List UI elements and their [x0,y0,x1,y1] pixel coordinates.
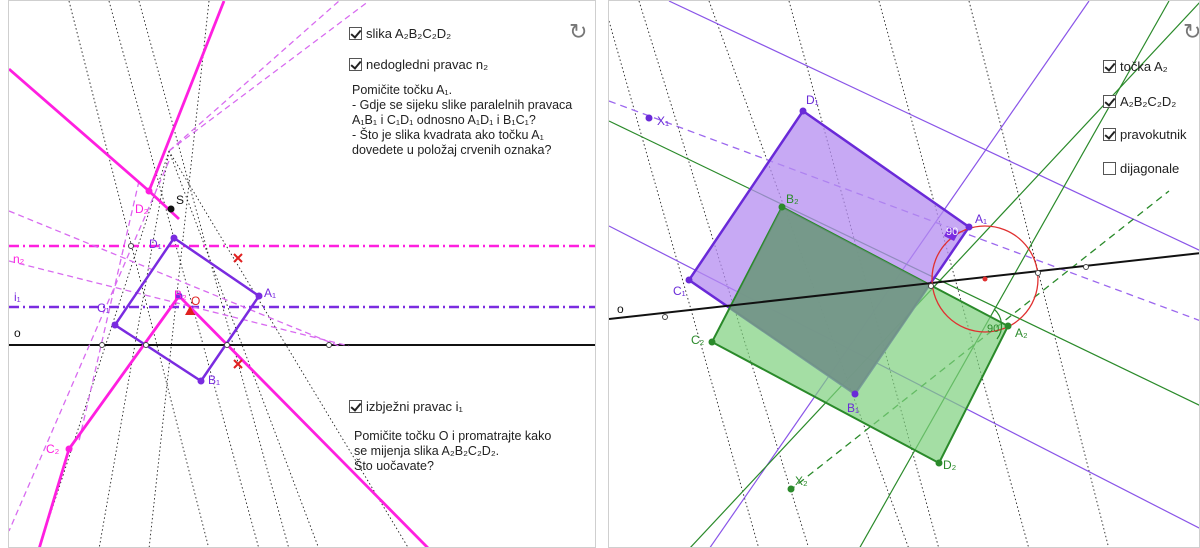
instruction-text-2: Pomičite točku O i promatrajte kako se m… [354,429,551,474]
angle-label-1: 90 [946,226,958,238]
label-x1: X₁ [657,114,669,128]
checkbox-image-row[interactable]: slika A₂B₂C₂D₂ [349,26,451,41]
label-s: S [176,193,184,207]
label-d2: D₂ [943,458,957,472]
label-o-axis: o [617,302,624,316]
checkbox-point-a2-label: točka A₂ [1120,59,1168,74]
checkbox-point-a2-row[interactable]: točka A₂ [1103,59,1168,74]
checkbox-vanishing-line[interactable] [349,58,362,71]
checkbox-vanishing-line-label: nedogledni pravac n₂ [366,57,489,72]
left-applet-canvas[interactable]: D₂ S D₁ B₂ O A₁ C₁ B₁ C₂ n₂ i₁ o slika A… [8,0,596,548]
instruction-1-line-1: Pomičite točku A₁. [352,83,453,97]
label-c1: C₁ [673,284,686,298]
checkbox-diagonals-label: dijagonale [1120,161,1180,176]
reset-icon[interactable]: ↻ [1183,19,1200,44]
label-x2: X₂ [795,474,808,488]
instruction-2-line-2: se mijenja slika A₂B₂C₂D₂. [354,444,500,458]
label-a1: A₁ [975,212,987,226]
left-geometry-drawing[interactable]: D₂ S D₁ B₂ O A₁ C₁ B₁ C₂ n₂ i₁ o [9,1,596,548]
thales-circle [931,225,1039,333]
label-b1: B₁ [208,373,220,387]
checkbox-vanishing-line-row[interactable]: nedogledni pravac n₂ [349,57,488,72]
instruction-text-1: Pomičite točku A₁. - Gdje se sijeku slik… [352,83,572,158]
instruction-2-line-1: Pomičite točku O i promatrajte kako [354,429,552,443]
checkbox-image-label: slika A₂B₂C₂D₂ [366,26,452,41]
checkbox-image-row[interactable]: A₂B₂C₂D₂ [1103,94,1176,109]
right-applet-canvas[interactable]: D₁ X₁ B₂ A₁ C₁ C₂ A₂ B₁ D₂ X₂ o 90 90 to… [608,0,1200,548]
checkbox-escape-line-label: izbježni pravac i₁ [366,399,463,414]
label-i1: i₁ [14,290,21,304]
checkbox-image[interactable] [349,27,362,40]
instruction-1-line-3: A₁B₁ i C₁D₁ odnosno A₁D₁ i B₁C₁? [352,113,536,127]
checkbox-diagonals-row[interactable]: dijagonale [1103,161,1179,176]
angle-label-2: 90 [987,323,999,335]
checkbox-rectangle[interactable] [1103,128,1116,141]
label-d1: D₁ [806,93,819,107]
reset-icon[interactable]: ↻ [569,19,588,44]
checkbox-rectangle-label: pravokutnik [1120,127,1187,142]
label-c1: C₁ [97,301,110,315]
instruction-1-line-2: - Gdje se sijeku slike paralelnih pravac… [352,98,573,112]
label-c2: C₂ [46,442,60,456]
label-b2: B₂ [174,288,187,302]
checkbox-escape-line[interactable] [349,400,362,413]
instruction-1-line-4: - Što je slika kvadrata ako točku A₁ [352,128,544,142]
label-o-axis: o [14,326,21,340]
checkbox-escape-line-row[interactable]: izbježni pravac i₁ [349,399,463,414]
label-d2: D₂ [135,202,149,216]
label-n2: n₂ [13,252,25,266]
checkbox-point-a2[interactable] [1103,60,1116,73]
checkbox-rectangle-row[interactable]: pravokutnik [1103,127,1186,142]
checkbox-image[interactable] [1103,95,1116,108]
checkbox-image-label: A₂B₂C₂D₂ [1120,94,1177,109]
label-a1: A₁ [264,286,276,300]
label-o-point: O [191,294,200,308]
label-a2: A₂ [1015,326,1028,340]
axis-line-o [609,252,1199,320]
instruction-1-line-5: dovedete u položaj crvenih oznaka? [352,143,552,157]
instruction-2-line-3: Što uočavate? [354,459,434,473]
overlap-region [730,207,930,394]
label-c2: C₂ [691,333,705,347]
label-b2: B₂ [786,192,799,206]
label-d1: D₁ [149,237,162,251]
right-geometry-drawing[interactable]: D₁ X₁ B₂ A₁ C₁ C₂ A₂ B₁ D₂ X₂ o 90 90 [609,1,1200,548]
label-b1: B₁ [847,401,859,415]
checkbox-diagonals[interactable] [1103,162,1116,175]
